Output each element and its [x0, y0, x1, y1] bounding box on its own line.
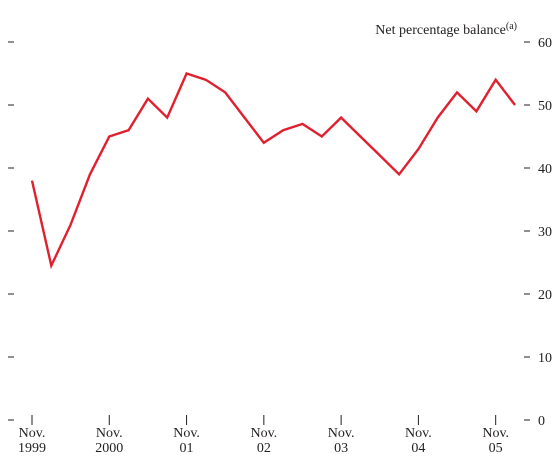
x-tick-label: Nov. 02 — [250, 426, 277, 456]
y-tick-label: 10 — [538, 351, 552, 366]
x-tick-label: Nov. 05 — [482, 426, 509, 456]
x-tick-label: Nov. 1999 — [18, 426, 46, 456]
y-tick-label: 50 — [538, 99, 552, 114]
y-tick-label: 20 — [538, 288, 552, 303]
series-line — [30, 72, 516, 270]
left-y-ticks — [8, 41, 14, 421]
y-tick-label: 30 — [538, 225, 552, 240]
y-tick-label: 60 — [538, 36, 552, 51]
x-tick-label: Nov. 2000 — [95, 426, 123, 456]
x-tick-label: Nov. 01 — [173, 426, 200, 456]
x-tick-label: Nov. 03 — [328, 426, 355, 456]
right-y-axis: 0 10 20 30 40 50 60 — [524, 36, 552, 429]
x-tick-label: Nov. 04 — [405, 426, 432, 456]
y-axis-title: Net percentage balance(a) — [375, 21, 517, 38]
plot-series — [30, 72, 516, 270]
y-tick-label: 0 — [538, 414, 545, 429]
x-axis: Nov. 1999 Nov. 2000 Nov. 01 Nov. 02 Nov. 03 Nov. 04… — [18, 415, 509, 456]
y-tick-label: 40 — [538, 162, 552, 177]
